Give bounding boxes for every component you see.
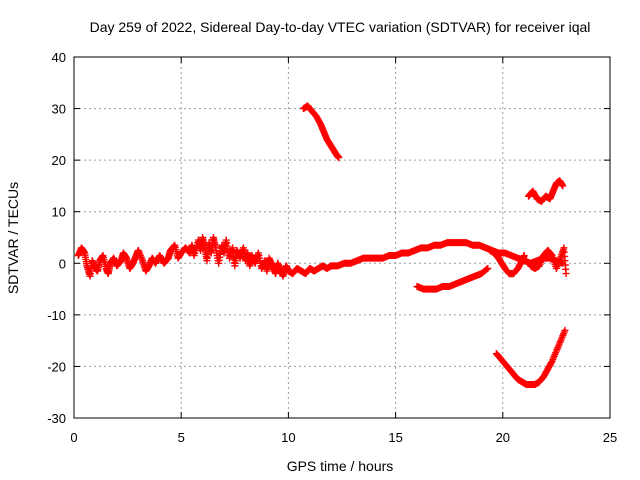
y-tick-label: -30 (47, 411, 66, 426)
points-layer (74, 102, 570, 388)
x-axis-title: GPS time / hours (287, 458, 394, 474)
x-tick-label: 15 (388, 430, 402, 445)
x-tick-label: 5 (178, 430, 185, 445)
data-point-fill (483, 265, 491, 273)
y-tick-label: 0 (59, 256, 66, 271)
series-arc-19-21h (486, 246, 528, 278)
plot-frame (73, 56, 611, 419)
x-tick-label: 0 (70, 430, 77, 445)
series-arc-20-23h-lower (492, 326, 569, 388)
y-tick-label: 40 (52, 50, 66, 65)
x-tick-label: 25 (603, 430, 617, 445)
y-tick-label: -20 (47, 359, 66, 374)
series-arc-21-23h-upper (525, 177, 567, 205)
y-tick-label: -10 (47, 308, 66, 323)
tick-layer: 0 5 10 15 20 25 -30 -20 -10 0 10 20 30 40 (47, 50, 617, 445)
data-point (520, 252, 528, 260)
x-tick-label: 10 (281, 430, 295, 445)
y-axis-title: SDTVAR / TECUs (5, 182, 21, 294)
data-point (559, 182, 567, 190)
data-point (335, 154, 343, 162)
data-point (561, 326, 569, 334)
series-arc-spike-11h (299, 102, 343, 162)
data-point (562, 270, 570, 278)
series-arc-21-23h-zigzag (527, 244, 570, 278)
y-tick-label: 10 (52, 205, 66, 220)
series-main-band (74, 234, 567, 280)
y-tick-label: 20 (52, 153, 66, 168)
data-point (484, 264, 492, 272)
x-tick-label: 20 (496, 430, 510, 445)
y-tick-label: 30 (52, 102, 66, 117)
series-arc-16-19h (413, 264, 492, 293)
chart-title: Day 259 of 2022, Sidereal Day-to-day VTE… (90, 19, 591, 35)
